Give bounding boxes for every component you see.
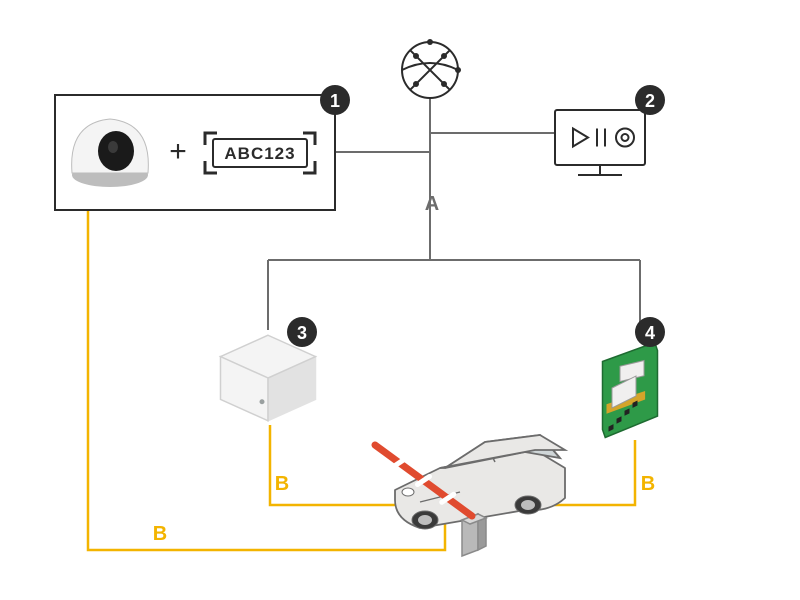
plus-icon: + xyxy=(169,135,187,168)
badge-2: 2 xyxy=(635,85,665,115)
plate-text: ABC123 xyxy=(224,144,295,163)
badge-number: 3 xyxy=(297,323,307,343)
signal-label-B: B xyxy=(641,473,655,495)
badge-number: 4 xyxy=(645,323,655,343)
net-label-A: A xyxy=(425,193,439,215)
signal-label-B: B xyxy=(275,473,289,495)
badge-4: 4 xyxy=(635,317,665,347)
badge-3: 3 xyxy=(287,317,317,347)
signal-label-B: B xyxy=(153,523,167,545)
system-diagram: A B B B + ABC123 1 2 3 4 xyxy=(0,0,800,600)
badge-number: 1 xyxy=(330,91,340,111)
badge-number: 2 xyxy=(645,91,655,111)
badge-1: 1 xyxy=(320,85,350,115)
